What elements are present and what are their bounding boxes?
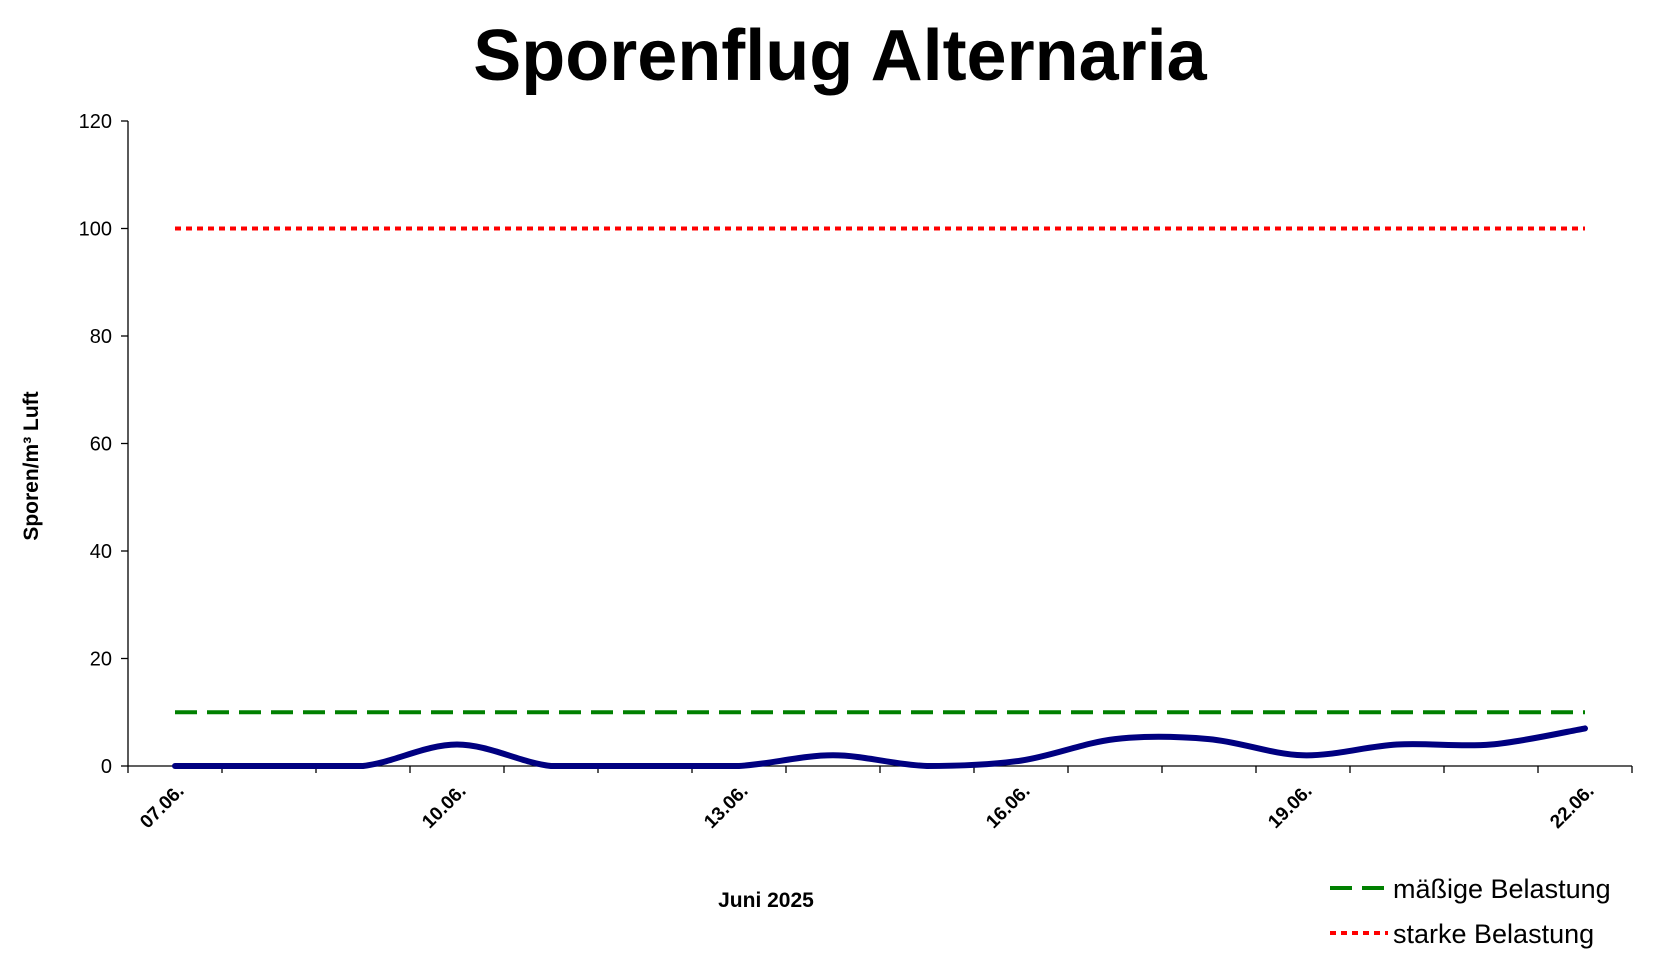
y-axis-title: Sporen/m³ Luft: [20, 391, 43, 540]
x-tick-label: 19.06.: [1264, 781, 1316, 833]
x-tick-label: 22.06.: [1546, 781, 1598, 833]
y-tick-label: 120: [79, 111, 112, 133]
y-tick-label: 100: [79, 219, 112, 241]
x-tick-label: 13.06.: [700, 781, 752, 833]
legend: mäßige Belastung starke Belastung: [1330, 874, 1611, 949]
y-tick-label: 0: [101, 756, 112, 778]
series-line-alternaria: [172, 725, 1588, 770]
y-tick-label: 40: [90, 541, 112, 563]
x-tick-label: 16.06.: [982, 781, 1034, 833]
legend-label-strong: starke Belastung: [1393, 919, 1594, 949]
x-tick-label: 07.06.: [136, 781, 188, 833]
plot-area: 0 20 40 60 80 100 120 07.06. 10.06. 13.06. 16.06. 1…: [79, 111, 1633, 833]
chart-title: Sporenflug Alternaria: [473, 16, 1207, 96]
x-axis-title: Juni 2025: [718, 889, 814, 912]
y-tick-label: 60: [90, 434, 112, 456]
y-tick-label: 80: [90, 326, 112, 348]
y-tick-label: 20: [90, 649, 112, 671]
x-tick-label: 10.06.: [418, 781, 470, 833]
legend-label-moderate: mäßige Belastung: [1393, 874, 1611, 904]
